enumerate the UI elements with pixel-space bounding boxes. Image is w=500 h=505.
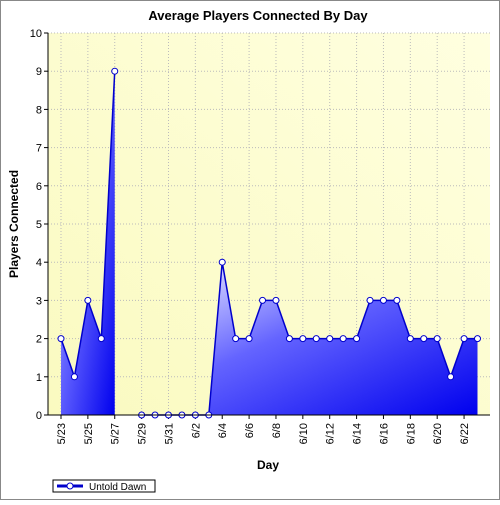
y-axis-title: Players Connected	[7, 170, 21, 278]
marker	[353, 335, 361, 343]
marker	[57, 335, 65, 343]
marker	[84, 296, 92, 304]
marker	[245, 335, 253, 343]
x-tick-label: 5/31	[163, 423, 175, 444]
marker	[379, 296, 387, 304]
marker	[218, 258, 226, 266]
legend-box	[52, 479, 156, 493]
y-tick-label: 10	[30, 28, 42, 40]
x-tick-label: 6/12	[325, 423, 337, 444]
marker	[406, 335, 414, 343]
marker	[272, 296, 280, 304]
x-tick-label: 5/25	[83, 423, 95, 444]
y-tick-label: 1	[36, 372, 42, 384]
marker	[366, 296, 374, 304]
marker	[97, 335, 105, 343]
marker	[420, 335, 428, 343]
y-tick-label: 0	[36, 410, 42, 422]
x-tick-label: 5/27	[110, 423, 122, 444]
y-tick-label: 3	[36, 295, 42, 307]
chart-title: Average Players Connected By Day	[148, 8, 368, 23]
marker	[339, 335, 347, 343]
area	[61, 71, 115, 415]
y-tick-label: 7	[36, 143, 42, 155]
x-tick-label: 5/29	[137, 423, 149, 444]
marker	[312, 335, 320, 343]
marker	[433, 335, 441, 343]
marker	[285, 335, 293, 343]
x-tick-label: 6/16	[378, 423, 390, 444]
marker	[326, 335, 334, 343]
y-tick-label: 4	[36, 257, 42, 269]
marker	[259, 296, 267, 304]
x-tick-label: 6/14	[352, 423, 364, 444]
x-tick-label: 6/6	[244, 423, 256, 438]
marker	[232, 335, 240, 343]
marker	[111, 67, 119, 75]
marker	[474, 335, 481, 343]
y-tick-label: 5	[36, 219, 42, 231]
y-tick-label: 8	[36, 104, 42, 116]
marker	[460, 335, 468, 343]
y-tick-label: 2	[36, 334, 42, 346]
legend-marker	[66, 482, 74, 490]
x-tick-label: 6/2	[190, 423, 202, 438]
y-tick-label: 9	[36, 66, 42, 78]
marker	[447, 373, 455, 381]
x-tick-label: 6/20	[432, 423, 444, 444]
x-tick-label: 6/4	[217, 423, 229, 438]
marker	[70, 373, 78, 381]
x-tick-label: 6/22	[459, 423, 471, 444]
x-tick-label: 6/8	[271, 423, 283, 438]
y-tick-label: 6	[36, 181, 42, 193]
x-tick-label: 6/18	[405, 423, 417, 444]
x-tick-label: 6/10	[298, 423, 310, 444]
x-tick-label: 5/23	[56, 423, 68, 444]
legend-label: Untold Dawn	[89, 482, 146, 493]
marker	[299, 335, 307, 343]
marker	[393, 296, 401, 304]
x-axis-title: Day	[257, 458, 279, 472]
